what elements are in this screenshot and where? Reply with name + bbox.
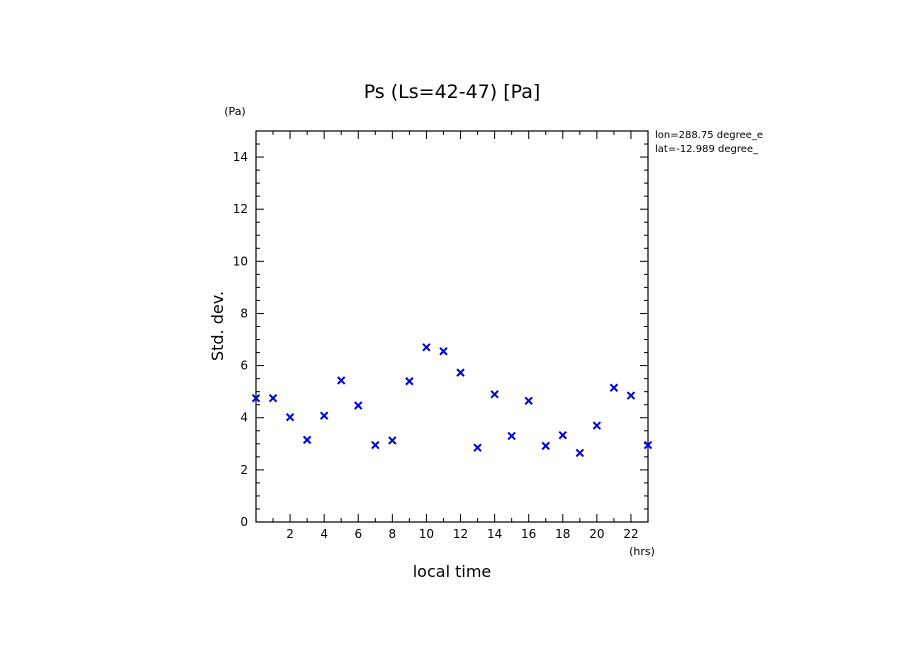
y-tick-label: 8 — [240, 306, 248, 320]
x-unit-label: (hrs) — [629, 545, 655, 558]
data-point — [337, 376, 346, 385]
annotation-lat: lat=-12.989 degree_ — [655, 144, 759, 155]
data-point-stroke — [354, 401, 363, 410]
y-tick-label: 10 — [233, 254, 248, 268]
data-point-stroke — [422, 343, 431, 352]
data-point — [268, 393, 278, 403]
x-tick-label: 6 — [354, 527, 362, 541]
data-point-stroke — [609, 383, 619, 392]
data-point — [626, 391, 636, 400]
data-point-stroke — [592, 421, 602, 430]
data-point — [439, 347, 448, 356]
x-tick-label: 8 — [389, 527, 397, 541]
data-point — [388, 436, 397, 445]
data-point — [319, 411, 329, 420]
data-point — [524, 396, 533, 405]
x-tick-label: 22 — [623, 527, 638, 541]
ticks — [255, 130, 649, 523]
y-tick-label: 0 — [240, 515, 248, 529]
data-point — [490, 390, 499, 399]
axes — [255, 130, 649, 523]
y-tick-label: 12 — [233, 202, 248, 216]
data-point-stroke — [490, 390, 499, 399]
y-unit-label: (Pa) — [224, 105, 245, 118]
y-axis-title: Std. dev. — [208, 291, 227, 361]
x-tick-label: 2 — [286, 527, 294, 541]
annotation-lon: lon=288.75 degree_e — [655, 130, 763, 141]
data-point — [558, 430, 567, 440]
data-point-stroke — [626, 391, 636, 400]
y-tick-label: 14 — [233, 150, 248, 164]
data-point-stroke — [337, 376, 346, 385]
data-point — [575, 448, 585, 458]
x-tick-label: 16 — [521, 527, 536, 541]
data-point-stroke — [371, 440, 380, 450]
x-axis-title: local time — [413, 562, 492, 581]
data-point — [302, 435, 312, 445]
data-point-stroke — [541, 441, 550, 451]
data-point-stroke — [524, 396, 533, 405]
data-point-stroke — [456, 368, 465, 377]
y-tick-label: 2 — [240, 463, 248, 477]
data-point — [285, 413, 295, 422]
data-point-stroke — [473, 443, 482, 452]
data-point — [541, 441, 550, 451]
chart-title: Ps (Ls=42-47) [Pa] — [364, 81, 541, 103]
data-point-stroke — [302, 435, 312, 445]
x-tick-label: 10 — [419, 527, 434, 541]
x-tick-label: 4 — [320, 527, 328, 541]
data-point — [643, 440, 653, 450]
tick-labels: 2 4 6 8 10 12 14 16 18 20 22 0 2 4 6 8 10 12 14 — [233, 150, 639, 541]
data-point-stroke — [405, 377, 414, 386]
data-point — [251, 393, 261, 403]
data-series — [251, 343, 653, 458]
data-point-stroke — [268, 393, 278, 403]
x-tick-label: 14 — [487, 527, 502, 541]
data-point — [354, 401, 363, 410]
data-point — [473, 443, 482, 452]
data-point-stroke — [319, 411, 329, 420]
data-point-stroke — [285, 413, 295, 422]
y-tick-label: 4 — [240, 411, 248, 425]
y-tick-label: 6 — [240, 359, 248, 373]
data-point — [592, 421, 602, 430]
data-point-stroke — [507, 431, 516, 441]
x-tick-label: 20 — [589, 527, 604, 541]
data-point — [507, 431, 516, 441]
data-point — [609, 383, 619, 392]
data-point — [422, 343, 431, 352]
data-point-stroke — [439, 347, 448, 356]
plot-frame — [255, 130, 649, 523]
data-point-stroke — [575, 448, 585, 458]
x-tick-label: 12 — [453, 527, 468, 541]
data-point — [405, 377, 414, 386]
data-point-stroke — [251, 393, 261, 403]
data-point-stroke — [643, 440, 653, 450]
data-point-stroke — [558, 430, 567, 440]
data-point — [371, 440, 380, 450]
data-point-stroke — [388, 436, 397, 445]
data-point — [456, 368, 465, 377]
x-tick-label: 18 — [555, 527, 570, 541]
